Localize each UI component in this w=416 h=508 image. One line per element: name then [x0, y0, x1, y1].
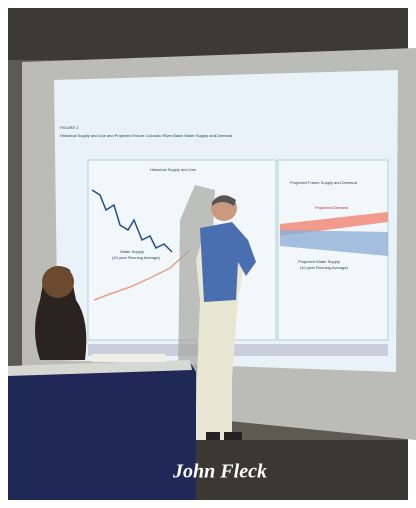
- panel-label: Projected Future Supply and Demand: [290, 180, 357, 185]
- annotation: (10-year Running Average): [112, 255, 161, 260]
- annotation: Water Supply: [120, 249, 144, 254]
- annotation: Projected Demand: [315, 205, 348, 210]
- shoe: [224, 432, 242, 440]
- hair: [42, 266, 74, 298]
- photo: FIGURE 2 Historical Supply and Use and P…: [0, 0, 416, 508]
- slide-title: Historical Supply and Use and Projected …: [60, 133, 232, 138]
- annotation: Projected Water Supply: [298, 259, 340, 264]
- annotation: (10-year Running Average): [300, 265, 349, 270]
- figure-label: FIGURE 2: [60, 125, 79, 130]
- table-cloth: [8, 362, 196, 500]
- panel-label: Historical Supply and Use: [150, 167, 197, 172]
- shoe: [206, 432, 220, 440]
- papers: [92, 354, 166, 362]
- caption: John Fleck: [172, 461, 267, 483]
